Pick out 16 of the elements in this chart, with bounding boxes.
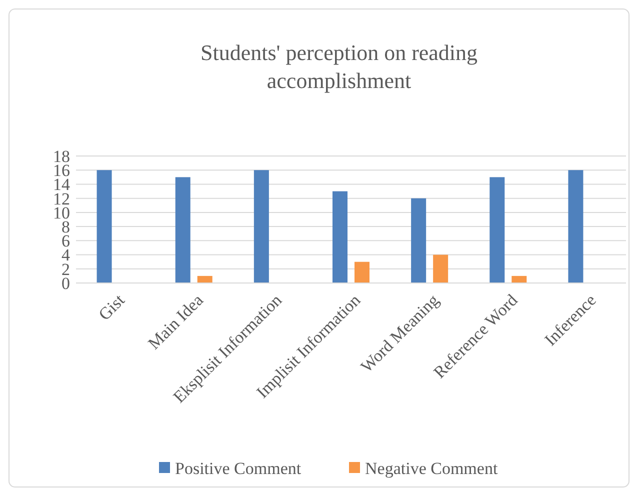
chart-title: Students' perception on reading accomplishment: [200, 40, 478, 93]
bar: [512, 276, 527, 283]
bar: [490, 177, 505, 283]
legend-label: Positive Comment: [175, 458, 302, 478]
bar: [254, 170, 269, 283]
bar: [568, 170, 584, 283]
x-tick-label: Gist: [94, 290, 129, 324]
legend-label: Negative Comment: [365, 458, 498, 478]
bar: [197, 276, 212, 283]
bar: [354, 262, 370, 283]
bar: [175, 177, 190, 283]
y-tick-label: 18: [53, 146, 70, 166]
bar: [96, 170, 112, 283]
bar: [332, 191, 348, 283]
bar: [433, 254, 448, 283]
bar: [411, 198, 426, 283]
